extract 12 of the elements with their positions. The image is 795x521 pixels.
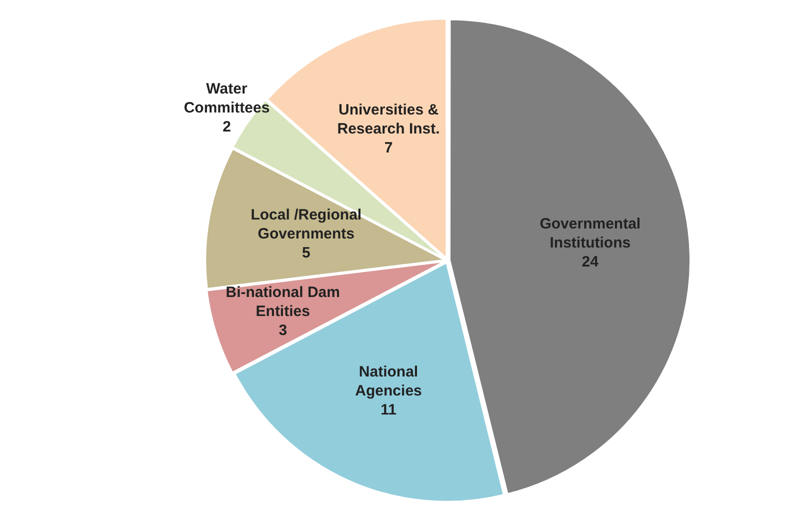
- slice-label: Local /Regional Governments: [250, 206, 362, 243]
- slice-label: Universities & Research Inst.: [337, 102, 440, 138]
- slice-label: Bi-national Dam Entities: [226, 284, 340, 320]
- data-label: 2: [222, 118, 231, 136]
- data-label: 11: [380, 402, 396, 419]
- slice-label: Water Committees: [184, 80, 270, 116]
- data-label: 24: [582, 253, 600, 270]
- slice-label: Governmental Institutions: [540, 215, 641, 252]
- data-label: 7: [384, 140, 393, 157]
- data-label: 5: [302, 244, 310, 262]
- slice-label: National Agencies: [355, 364, 422, 400]
- data-label: 3: [278, 322, 288, 339]
